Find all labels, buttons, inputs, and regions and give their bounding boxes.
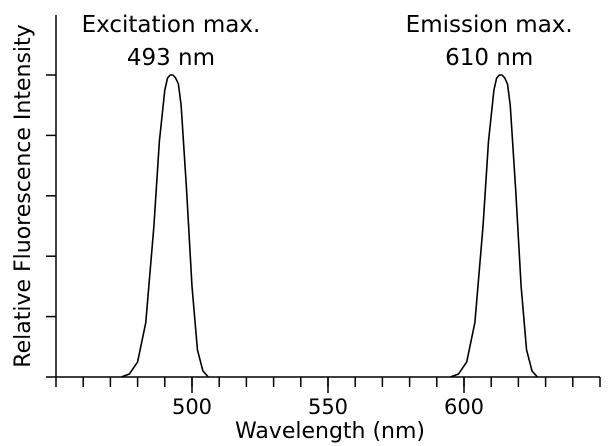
x-axis-label: Wavelength (nm) [235,419,425,444]
x-tick-label-600: 600 [444,395,484,419]
emission-annotation-value: 610 nm [445,45,533,71]
plot-area [121,74,539,378]
excitation-annotation-value: 493 nm [127,45,215,71]
excitation-annotation-title: Excitation max. [82,12,261,38]
y-axis-label: Relative Fluorescence Intensity [11,24,36,367]
x-tick-label-550: 550 [308,395,348,419]
emission-annotation-title: Emission max. [406,12,573,38]
spectrum-peak-0 [121,74,209,378]
x-tick-label-500: 500 [172,395,212,419]
spectrum-peak-1 [450,74,539,378]
axes: 500 550 600 [46,15,601,419]
annotations: Excitation max. 493 nm Emission max. 610… [82,12,573,71]
